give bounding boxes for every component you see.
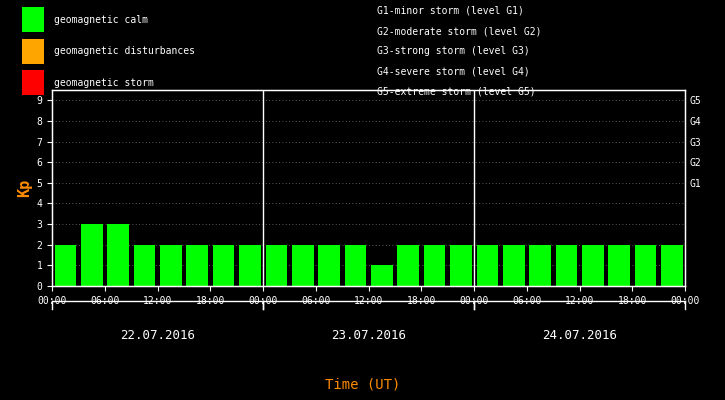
Bar — [582, 245, 604, 286]
Bar — [661, 245, 683, 286]
Bar — [81, 224, 102, 286]
Bar — [450, 245, 472, 286]
Bar — [54, 245, 76, 286]
Bar — [133, 245, 155, 286]
Y-axis label: Kp: Kp — [17, 179, 33, 197]
Bar — [476, 245, 498, 286]
Text: 22.07.2016: 22.07.2016 — [120, 329, 195, 342]
Bar — [292, 245, 313, 286]
Text: G4-severe storm (level G4): G4-severe storm (level G4) — [377, 66, 530, 76]
Bar — [160, 245, 182, 286]
Bar — [318, 245, 340, 286]
Text: 23.07.2016: 23.07.2016 — [331, 329, 406, 342]
Bar — [239, 245, 261, 286]
Text: G3-strong storm (level G3): G3-strong storm (level G3) — [377, 46, 530, 56]
Text: Time (UT): Time (UT) — [325, 378, 400, 392]
Bar — [424, 245, 445, 286]
Text: G5-extreme storm (level G5): G5-extreme storm (level G5) — [377, 87, 536, 97]
Bar — [529, 245, 551, 286]
Bar — [397, 245, 419, 286]
Bar — [503, 245, 524, 286]
Bar — [555, 245, 577, 286]
Text: geomagnetic disturbances: geomagnetic disturbances — [54, 46, 195, 56]
Text: 24.07.2016: 24.07.2016 — [542, 329, 617, 342]
Text: G1-minor storm (level G1): G1-minor storm (level G1) — [377, 6, 524, 16]
Bar — [22, 7, 44, 32]
Text: G2-moderate storm (level G2): G2-moderate storm (level G2) — [377, 26, 542, 36]
Bar — [635, 245, 656, 286]
Bar — [107, 224, 129, 286]
Text: geomagnetic calm: geomagnetic calm — [54, 15, 149, 25]
Text: geomagnetic storm: geomagnetic storm — [54, 78, 154, 88]
Bar — [608, 245, 630, 286]
Bar — [213, 245, 234, 286]
Bar — [344, 245, 366, 286]
Bar — [265, 245, 287, 286]
Bar — [186, 245, 208, 286]
Bar — [22, 39, 44, 64]
Bar — [371, 265, 393, 286]
Bar — [22, 70, 44, 95]
